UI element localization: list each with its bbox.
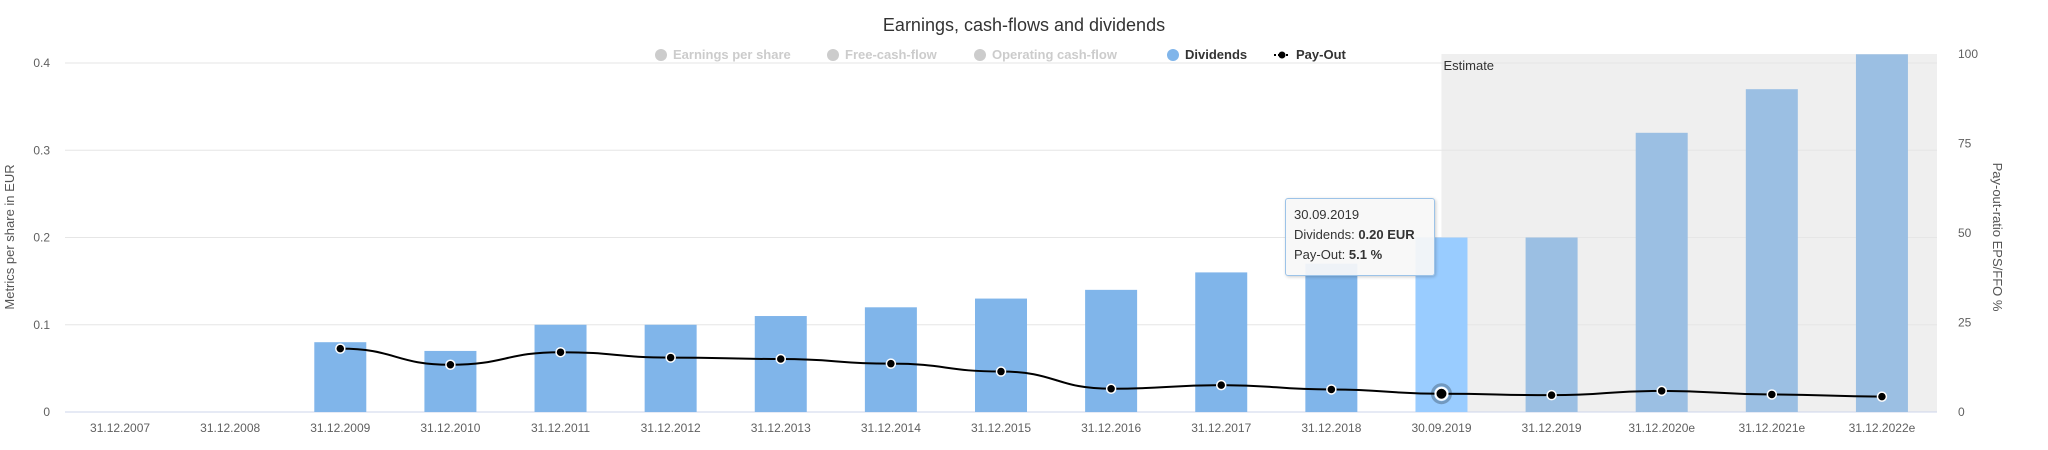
- y2-tick-label: 100: [1958, 47, 1978, 61]
- point-payout: [335, 343, 346, 354]
- x-tick-label: 31.12.2007: [90, 421, 150, 435]
- legend-item-free-cash-flow[interactable]: Free-cash-flow: [845, 47, 938, 62]
- y-tick-label: 0.2: [33, 231, 50, 245]
- chart-title: Earnings, cash-flows and dividends: [883, 15, 1165, 35]
- tooltip-date: 30.09.2019: [1294, 207, 1360, 222]
- y2-tick-label: 0: [1958, 405, 1965, 419]
- point-payout: [1215, 379, 1227, 391]
- point-payout: [995, 366, 1007, 377]
- legend-item-dividends[interactable]: Dividends: [1185, 47, 1247, 62]
- legend-marker-operating-cash-flow: [974, 49, 986, 61]
- y-tick-label: 0.3: [33, 143, 50, 157]
- bar-dividends: [1745, 89, 1798, 413]
- bar-dividends: [975, 298, 1027, 412]
- point-payout: [555, 346, 566, 358]
- x-tick-label: 31.12.2018: [1301, 421, 1361, 435]
- x-tick-label: 31.12.2010: [420, 421, 480, 435]
- bar-dividends: [1855, 54, 1908, 413]
- bar-dividends: [1635, 132, 1688, 413]
- y2-axis-title: Pay-out-ratio EPS/FFO %: [1990, 163, 2005, 312]
- point-payout: [1326, 384, 1337, 395]
- payout-line: [340, 347, 1882, 398]
- point-payout: [1766, 389, 1778, 400]
- y2-tick-label: 75: [1958, 137, 1972, 151]
- y2-tick-label: 25: [1958, 316, 1972, 330]
- tooltip-dividends: Dividends: 0.20 EUR: [1294, 227, 1415, 242]
- x-tick-label: 31.12.2017: [1191, 421, 1251, 435]
- tooltip: 30.09.2019 Dividends: 0.20 EUR Pay-Out: …: [1285, 198, 1435, 276]
- point-payout: [665, 352, 676, 363]
- point-payout: [1546, 389, 1557, 401]
- point-payout: [445, 359, 456, 370]
- point-payout: [1105, 383, 1117, 394]
- x-tick-label: 31.12.2008: [200, 421, 260, 435]
- point-payout: [775, 353, 787, 365]
- legend-item-operating-cash-flow[interactable]: Operating cash-flow: [992, 47, 1118, 62]
- y-tick-label: 0.1: [33, 318, 50, 332]
- bar-dividends: [644, 324, 697, 412]
- point-payout-halo: [1430, 383, 1452, 405]
- x-tick-label: 31.12.2013: [751, 421, 811, 435]
- legend-item-pay-out[interactable]: Pay-Out: [1296, 47, 1347, 62]
- point-payout: [1434, 386, 1449, 401]
- y2-tick-label: 50: [1958, 226, 1972, 240]
- y-tick-label: 0: [43, 405, 50, 419]
- point-payout: [885, 358, 897, 369]
- x-tick-label: 31.12.2009: [310, 421, 370, 435]
- legend-item-earnings-per-share[interactable]: Earnings per share: [673, 47, 791, 62]
- y-axis-title: Metrics per share in EUR: [2, 164, 17, 309]
- legend-marker-dividends: [1167, 49, 1179, 61]
- x-tick-label: 31.12.2011: [531, 421, 590, 435]
- x-tick-label: 31.12.2020e: [1628, 421, 1695, 435]
- x-tick-label: 31.12.2015: [971, 421, 1031, 435]
- legend-marker-free-cash-flow: [827, 49, 839, 61]
- x-tick-label: 31.12.2021e: [1738, 421, 1805, 435]
- legend-marker-payout-dot: [1278, 51, 1286, 59]
- bar-dividends: [1195, 272, 1248, 412]
- x-tick-label: 30.09.2019: [1411, 421, 1471, 435]
- x-tick-label: 31.12.2014: [861, 421, 921, 435]
- point-payout: [1656, 385, 1667, 397]
- x-tick-label: 31.12.2019: [1522, 421, 1582, 435]
- tooltip-payout: Pay-Out: 5.1 %: [1294, 247, 1383, 262]
- point-payout: [1876, 391, 1888, 402]
- x-tick-label: 31.12.2016: [1081, 421, 1141, 435]
- legend-marker-earnings-per-share: [655, 49, 667, 61]
- bar-dividends: [534, 324, 587, 412]
- x-tick-label: 31.12.2022e: [1849, 421, 1916, 435]
- legend: Earnings per share Free-cash-flow Operatin…: [655, 47, 1347, 62]
- bar-dividends: [1525, 237, 1578, 412]
- x-tick-label: 31.12.2012: [641, 421, 701, 435]
- y-tick-label: 0.4: [33, 56, 50, 70]
- estimate-label: Estimate: [1443, 58, 1494, 73]
- estimate-band: [1441, 54, 1937, 412]
